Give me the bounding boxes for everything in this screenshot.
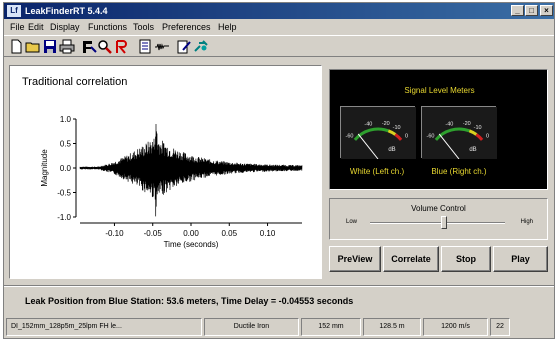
menu-display[interactable]: Display (50, 22, 80, 32)
play-button[interactable]: Play (493, 246, 548, 272)
meter-needle (357, 133, 379, 159)
x-tick-label: -0.05 (144, 229, 163, 238)
meter-face (341, 107, 416, 159)
meter-unit: dB (469, 147, 476, 153)
waveform-icon[interactable] (154, 39, 170, 54)
list-icon[interactable] (137, 39, 153, 54)
reset-icon[interactable] (114, 39, 130, 54)
correlation-plot-panel: Traditional correlation 1.0 0.5 0.0 -0.5 -1.… (9, 65, 322, 279)
leak-position-result: Leak Position from Blue Station: 53.6 me… (25, 296, 354, 306)
toolbar (4, 35, 554, 57)
menu-bar: File Edit Display Functions Tools Prefer… (4, 20, 554, 34)
application-window: Lf LeakFinderRT 5.4.4 _ □ × File Edit Di… (3, 2, 555, 339)
x-tick-label: 0.10 (260, 229, 276, 238)
meter-yellow-zone (387, 129, 397, 136)
y-axis-label: Magnitude (40, 149, 49, 187)
status-file: DI_152mm_128p5m_25lpm FH le... (6, 318, 202, 336)
meter-scale-label: -10 (393, 125, 401, 131)
volume-slider-thumb[interactable] (441, 216, 448, 229)
x-tick-label: 0.00 (183, 229, 199, 238)
app-icon: Lf (7, 5, 21, 17)
y-tick-label: 1.0 (60, 115, 72, 124)
menu-help[interactable]: Help (218, 22, 237, 32)
preview-button[interactable]: PreView (329, 246, 381, 272)
window-title: LeakFinderRT 5.4.4 (25, 6, 108, 16)
maximize-button[interactable]: □ (525, 5, 538, 16)
right-meter-caption: Blue (Right ch.) (431, 167, 487, 176)
meter-red-zone (394, 133, 403, 141)
status-diameter: 152 mm (301, 318, 361, 336)
left-vu-gauge: -60 -40 -20-10 0 dB (341, 107, 416, 159)
minimize-button[interactable]: _ (511, 5, 524, 16)
y-tick-label: -0.5 (57, 189, 71, 198)
new-file-icon[interactable] (8, 39, 24, 54)
meter-scale-label: -60 (427, 133, 435, 139)
menu-functions[interactable]: Functions (88, 22, 128, 32)
status-count: 22 (490, 318, 510, 336)
volume-control: Volume Control Low High (329, 198, 548, 240)
menu-tools[interactable]: Tools (133, 22, 155, 32)
meter-scale-label: -40 (364, 121, 372, 127)
meter-scale-label: -10 (474, 125, 482, 131)
x-axis-label: Time (seconds) (164, 240, 219, 249)
right-vu-gauge: -60 -40 -20-10 0 dB (422, 107, 497, 159)
open-folder-icon[interactable] (25, 39, 41, 54)
x-tick-label: 0.05 (221, 229, 237, 238)
status-velocity: 1200 m/s (423, 318, 488, 336)
right-channel-meter: -60 -40 -20 -10 0 dB (421, 106, 497, 159)
correlate-button[interactable]: Correlate (383, 246, 439, 272)
meter-scale-label: -40 (445, 121, 453, 127)
meter-face (422, 107, 497, 159)
edit-document-icon[interactable] (176, 39, 192, 54)
save-icon[interactable] (42, 39, 58, 54)
settings-icon[interactable] (193, 39, 209, 54)
y-tick-label: -1.0 (57, 213, 71, 222)
status-length: 128.5 m (363, 318, 421, 336)
meters-title: Signal Level Meters (404, 86, 475, 95)
zoom-icon[interactable] (97, 39, 113, 54)
separator (4, 285, 554, 287)
meter-scale-label: -20 (382, 121, 390, 127)
meter-scale-label: 0 (405, 133, 408, 139)
print-icon[interactable] (59, 39, 75, 54)
meter-red-zone (475, 133, 484, 141)
meter-green-zone (353, 127, 389, 141)
volume-slider-track[interactable] (370, 222, 505, 224)
signal-level-meters: Signal Level Meters -60 -40 -20 -10 0 dB -60-… (329, 69, 548, 190)
menu-edit[interactable]: Edit (28, 22, 44, 32)
meter-scale-label: -20 (463, 121, 471, 127)
filter-icon[interactable] (81, 39, 97, 54)
left-meter-caption: White (Left ch.) (349, 167, 405, 176)
meter-scale-label: -60 (346, 133, 354, 139)
volume-high-label: High (520, 219, 533, 225)
y-tick-label: 0.5 (60, 140, 72, 149)
meter-needle (438, 133, 460, 159)
meter-green-zone (434, 127, 470, 141)
left-channel-meter: -60 -40 -20 -10 0 dB (340, 106, 416, 159)
menu-file[interactable]: File (10, 22, 25, 32)
meter-scale-label: 0 (486, 133, 489, 139)
plot-title: Traditional correlation (22, 76, 128, 88)
volume-title: Volume Control (411, 204, 466, 213)
status-material: Ductile Iron (204, 318, 299, 336)
meter-yellow-zone (468, 129, 478, 136)
y-tick-label: 0.0 (60, 164, 72, 173)
status-bar: DI_152mm_128p5m_25lpm FH le... Ductile I… (6, 318, 552, 336)
correlation-chart: 1.0 0.5 0.0 -0.5 -1.0 -0.10 -0.05 0.00 0.05 0.10 T… (40, 115, 303, 249)
title-bar[interactable]: Lf LeakFinderRT 5.4.4 _ □ × (4, 3, 554, 19)
stop-button[interactable]: Stop (441, 246, 491, 272)
menu-preferences[interactable]: Preferences (162, 22, 211, 32)
meter-unit: dB (388, 147, 395, 153)
close-button[interactable]: × (540, 5, 553, 16)
x-tick-label: -0.10 (105, 229, 124, 238)
correlation-series-line (79, 123, 303, 217)
volume-low-label: Low (346, 219, 358, 225)
